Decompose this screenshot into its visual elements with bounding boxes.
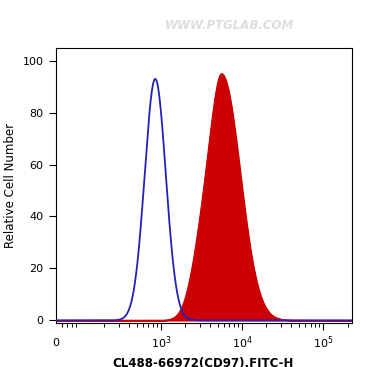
X-axis label: CL488-66972(CD97),FITC-H: CL488-66972(CD97),FITC-H xyxy=(113,357,294,367)
Y-axis label: Relative Cell Number: Relative Cell Number xyxy=(4,123,17,248)
Text: 0: 0 xyxy=(52,338,59,348)
Text: WWW.PTGLAB.COM: WWW.PTGLAB.COM xyxy=(165,19,294,32)
